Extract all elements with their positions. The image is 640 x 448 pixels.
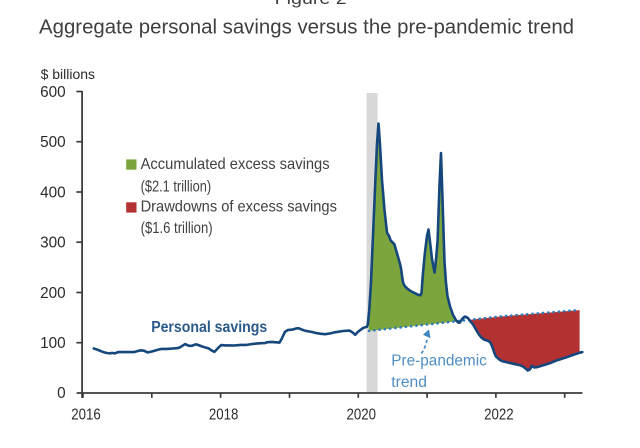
svg-text:trend: trend: [391, 374, 427, 391]
svg-text:Accumulated excess savings: Accumulated excess savings: [141, 156, 330, 173]
svg-text:600: 600: [40, 84, 66, 101]
svg-text:Aggregate personal savings ver: Aggregate personal savings versus the pr…: [39, 16, 574, 38]
svg-text:100: 100: [40, 335, 66, 352]
svg-text:$ billions: $ billions: [41, 67, 96, 82]
svg-text:Drawdowns of excess savings: Drawdowns of excess savings: [141, 198, 337, 215]
svg-text:Pre-pandemic: Pre-pandemic: [391, 353, 487, 370]
svg-text:2018: 2018: [209, 407, 239, 424]
svg-text:2016: 2016: [71, 407, 101, 424]
svg-text:Figure 2: Figure 2: [275, 0, 347, 8]
svg-text:($2.1 trillion): ($2.1 trillion): [141, 178, 212, 195]
svg-text:0: 0: [57, 385, 66, 402]
svg-text:2022: 2022: [484, 407, 514, 424]
svg-text:($1.6 trillion): ($1.6 trillion): [141, 220, 213, 237]
svg-text:Personal savings: Personal savings: [151, 319, 267, 336]
svg-text:500: 500: [40, 134, 66, 151]
svg-text:300: 300: [40, 235, 66, 252]
svg-text:200: 200: [40, 285, 66, 302]
svg-text:2020: 2020: [347, 407, 377, 424]
svg-text:400: 400: [40, 184, 66, 201]
